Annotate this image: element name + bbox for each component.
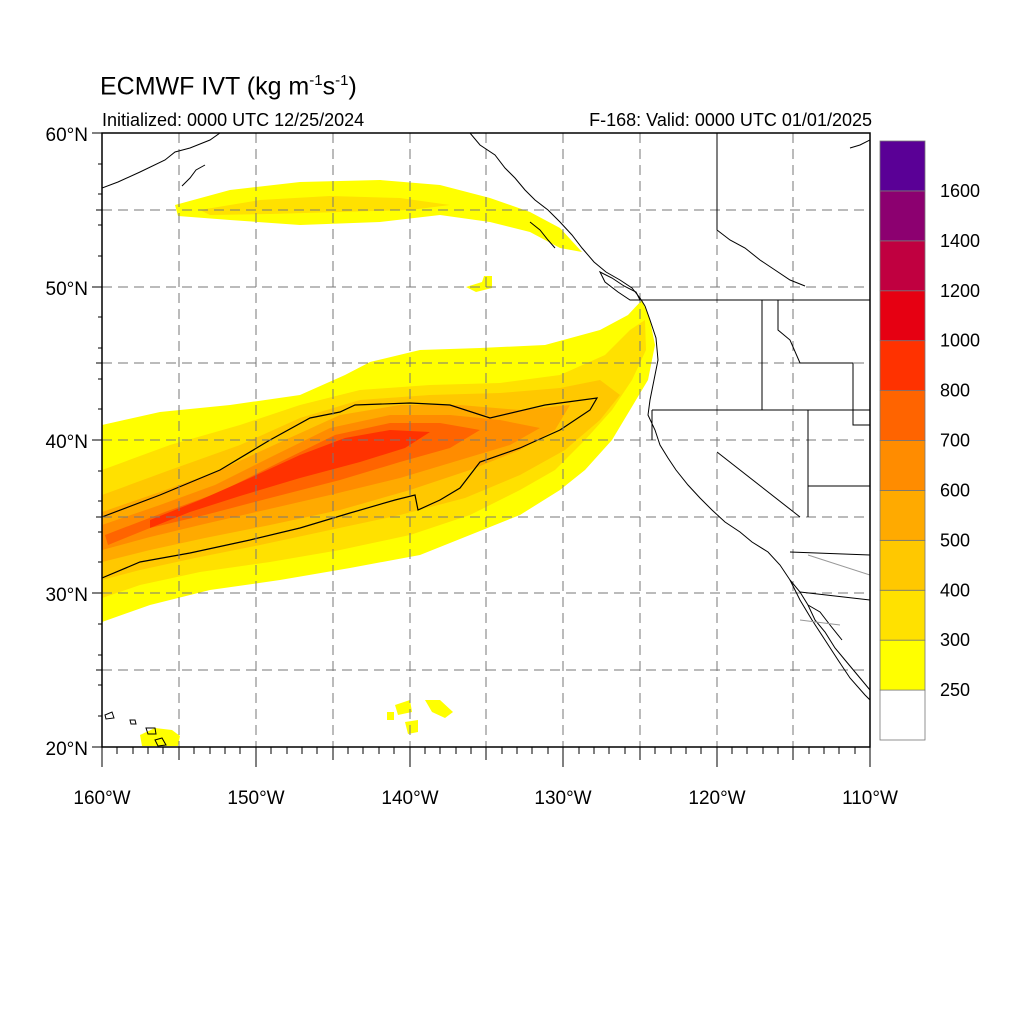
colorbar-box-2 bbox=[879, 589, 926, 641]
lat-label-30: 30°N bbox=[46, 585, 88, 606]
colorbar-box-7 bbox=[879, 340, 926, 391]
lat-label-50: 50°N bbox=[46, 279, 88, 300]
colorbar-label-500: 500 bbox=[940, 530, 970, 550]
graticule bbox=[102, 133, 870, 747]
lon-ticks bbox=[101, 747, 871, 767]
ivt-blob-hawaii-1 bbox=[140, 728, 180, 746]
lon-label-130w: 130°W bbox=[534, 788, 591, 809]
colorbar-label-1000: 1000 bbox=[940, 331, 980, 351]
colorbar-label-1600: 1600 bbox=[940, 181, 980, 201]
lon-label-120w: 120°W bbox=[688, 788, 745, 809]
lon-label-110w: 110°W bbox=[842, 788, 898, 809]
colorbar-box-6 bbox=[879, 390, 926, 441]
colorbar-box-11 bbox=[879, 140, 926, 192]
lat-label-60: 60°N bbox=[46, 125, 88, 146]
colorbar-box-10 bbox=[879, 190, 926, 242]
colorbar-label-250: 250 bbox=[940, 680, 970, 700]
colorbar-box-0 bbox=[879, 689, 926, 741]
colorbar-box-4 bbox=[879, 490, 926, 541]
ivt-contour-line bbox=[102, 397, 599, 579]
colorbar-label-400: 400 bbox=[940, 580, 970, 600]
colorbar-box-8 bbox=[879, 290, 926, 342]
lat-label-20: 20°N bbox=[46, 739, 88, 760]
ivt-blob-22n-b bbox=[405, 720, 418, 734]
colorbar-label-1200: 1200 bbox=[940, 281, 980, 301]
ivt-north-band bbox=[175, 180, 582, 252]
ivt-blob-22n-a bbox=[425, 700, 453, 718]
colorbar-label-800: 800 bbox=[940, 381, 970, 401]
lat-ticks bbox=[92, 132, 102, 748]
ivt-blob-22n-c bbox=[387, 712, 394, 720]
borders bbox=[640, 133, 870, 601]
colorbar-label-1400: 1400 bbox=[940, 231, 980, 251]
lat-label-40: 40°N bbox=[46, 432, 88, 453]
colorbar-label-600: 600 bbox=[940, 480, 970, 500]
lon-label-140w: 140°W bbox=[381, 788, 438, 809]
coastlines bbox=[102, 133, 870, 747]
state-lines-gray bbox=[799, 554, 870, 626]
ivt-shading bbox=[102, 133, 870, 747]
valid-time-text: F-168: Valid: 0000 UTC 01/01/2025 bbox=[589, 110, 872, 130]
colorbar: 250 300 400 500 600 700 800 1000 1200 1400 1600 bbox=[879, 140, 980, 741]
colorbar-label-300: 300 bbox=[940, 630, 970, 650]
colorbar-box-5 bbox=[879, 440, 926, 491]
colorbar-box-1 bbox=[879, 639, 926, 691]
colorbar-box-3 bbox=[879, 539, 926, 591]
chart-title: ECMWF IVT (kg m-1s-1) bbox=[100, 72, 357, 101]
initialized-text: Initialized: 0000 UTC 12/25/2024 bbox=[102, 110, 365, 130]
ivt-blob-50n bbox=[466, 276, 492, 292]
lon-label-160w: 160°W bbox=[73, 788, 130, 809]
ivt-blob-hawaii-2 bbox=[395, 700, 412, 715]
lon-label-150w: 150°W bbox=[227, 788, 284, 809]
colorbar-label-700: 700 bbox=[940, 431, 970, 451]
colorbar-box-9 bbox=[879, 240, 926, 292]
ivt-800-region bbox=[150, 430, 430, 528]
